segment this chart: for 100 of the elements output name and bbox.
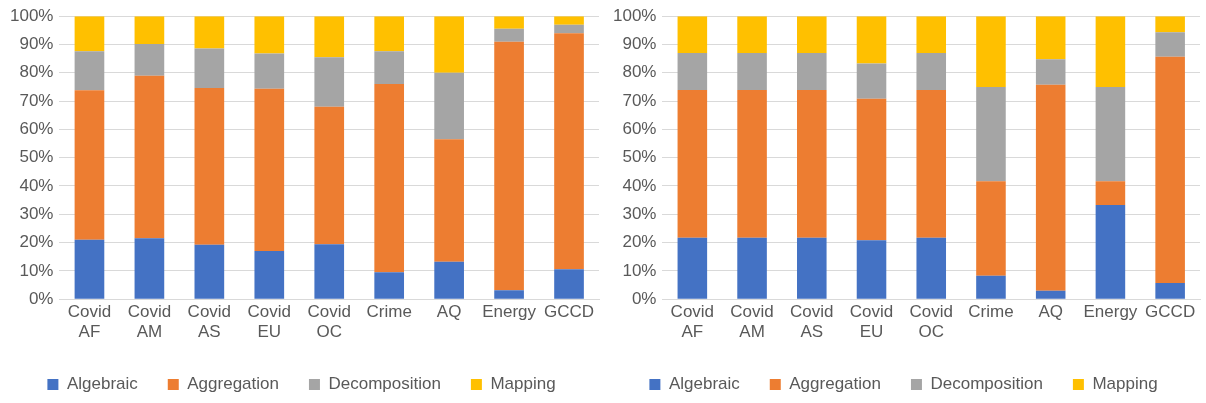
x-tick-label: Covid OC: [307, 302, 351, 342]
bar: [797, 237, 827, 299]
bar: [194, 48, 225, 89]
legend-label: Aggregation: [789, 374, 881, 394]
y-tick-label: 40%: [19, 175, 54, 195]
bar: [1155, 16, 1185, 33]
bar: [976, 181, 1006, 276]
bar: [554, 24, 584, 34]
y-tick-label: 40%: [622, 175, 657, 195]
y-tick-label: 70%: [19, 90, 54, 110]
bar: [374, 84, 405, 273]
y-tick-label: 60%: [19, 119, 54, 139]
bar: [677, 16, 708, 53]
x-tick-label: Covid EU: [247, 302, 292, 342]
y-tick-label: 30%: [622, 203, 657, 223]
legend-label: Decomposition: [930, 374, 1043, 394]
bar: [434, 261, 464, 299]
bar: [374, 51, 405, 85]
x-tick-label: Crime: [366, 302, 412, 322]
y-tick-label: 100%: [10, 5, 54, 25]
bar: [1035, 59, 1066, 85]
x-tick-label: GCCD: [1145, 302, 1196, 322]
bar: [976, 16, 1006, 87]
bar: [254, 88, 285, 252]
x-tick-label: AQ: [436, 302, 462, 322]
y-tick-label: 100%: [613, 5, 657, 25]
bar: [434, 72, 464, 140]
bar: [254, 53, 285, 89]
y-tick-label: 30%: [19, 203, 54, 223]
y-tick-label: 80%: [19, 62, 54, 82]
x-tick-label: GCCD: [544, 302, 595, 322]
bar: [494, 290, 524, 299]
bar: [74, 16, 105, 52]
bar: [1155, 32, 1185, 57]
bar: [856, 240, 887, 299]
bar: [677, 237, 708, 299]
legend-label: Mapping: [490, 374, 556, 394]
bar: [494, 16, 524, 29]
x-tick-label: Energy: [482, 302, 537, 322]
bar: [434, 139, 464, 262]
bar: [194, 16, 225, 49]
bar: [737, 90, 767, 238]
bar: [916, 52, 947, 91]
bar: [554, 16, 584, 25]
y-tick-label: 90%: [19, 34, 54, 54]
bar: [494, 41, 524, 291]
legend-label: Algebraic: [66, 374, 139, 394]
bar: [134, 16, 165, 44]
bar: [134, 75, 165, 239]
bar: [976, 275, 1006, 299]
bar: [737, 52, 767, 91]
bar: [1095, 16, 1126, 87]
bar: [314, 244, 345, 299]
bar: [194, 244, 225, 299]
x-tick-label: Covid AM: [730, 302, 774, 342]
y-tick-label: 20%: [622, 232, 657, 252]
bar: [916, 90, 947, 238]
legend-label: Mapping: [1092, 374, 1158, 394]
bar: [254, 251, 285, 299]
legend-label: Algebraic: [668, 374, 741, 394]
x-tick-label: Covid AS: [790, 302, 834, 342]
y-tick-label: 0%: [631, 288, 657, 308]
bar: [976, 86, 1006, 182]
bar: [856, 63, 887, 99]
bar: [677, 52, 708, 91]
bar: [314, 57, 345, 107]
bar: [74, 51, 105, 91]
bar: [74, 239, 105, 299]
bar: [1035, 16, 1066, 60]
x-tick-label: Covid AS: [187, 302, 232, 342]
x-tick-label: Energy: [1083, 302, 1138, 322]
y-tick-label: 50%: [622, 147, 657, 167]
bar: [554, 269, 584, 299]
bar: [1155, 56, 1185, 284]
bar: [797, 52, 827, 91]
bar: [374, 16, 405, 52]
y-tick-label: 0%: [28, 288, 54, 308]
x-tick-label: AQ: [1038, 302, 1063, 322]
y-tick-label: 10%: [622, 260, 657, 280]
bar: [374, 272, 405, 299]
bar: [134, 238, 165, 299]
bar: [1095, 181, 1126, 205]
bar: [1095, 204, 1126, 299]
y-tick-label: 80%: [622, 62, 657, 82]
legend-label: Decomposition: [328, 374, 441, 394]
bar: [856, 16, 887, 64]
bar: [916, 237, 947, 299]
bar: [434, 16, 464, 73]
bar: [554, 33, 584, 270]
bar: [677, 90, 708, 238]
bar: [254, 16, 285, 54]
bar: [737, 237, 767, 299]
bar: [314, 106, 345, 245]
y-tick-label: 60%: [622, 119, 657, 139]
x-tick-label: Covid OC: [909, 302, 953, 342]
bar: [194, 88, 225, 245]
bar: [1095, 86, 1126, 182]
y-tick-label: 50%: [19, 147, 54, 167]
y-tick-label: 20%: [19, 232, 54, 252]
bar: [737, 16, 767, 53]
